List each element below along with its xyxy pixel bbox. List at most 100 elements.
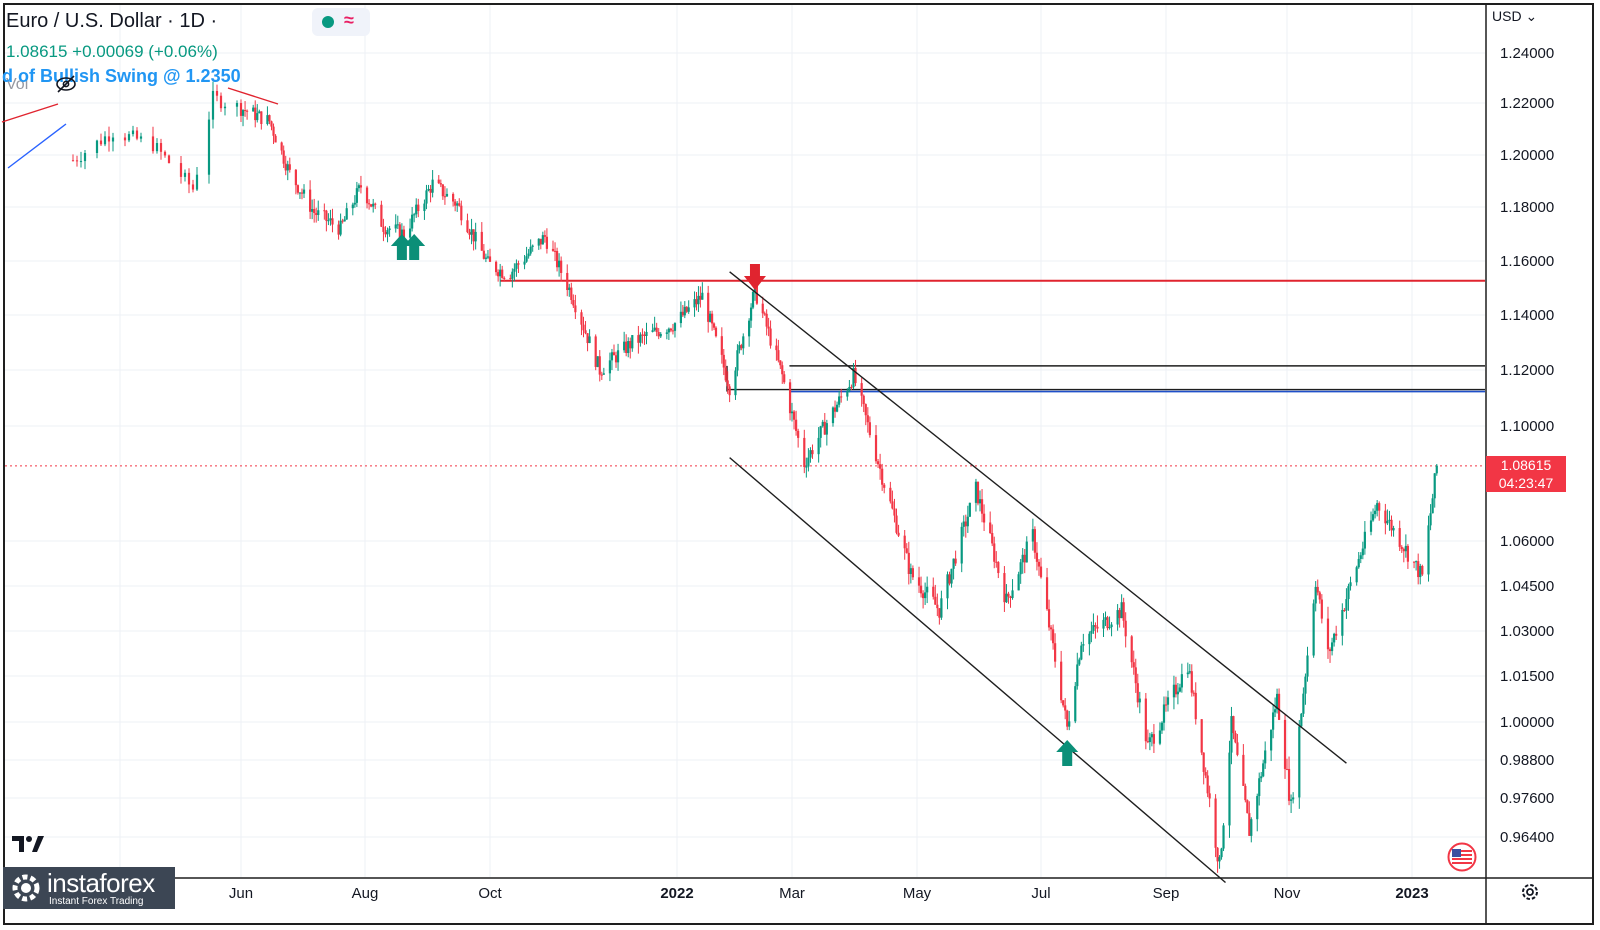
candle-body [1021,554,1024,563]
price-tick-label: 1.01500 [1500,668,1554,685]
gear-icon[interactable] [1518,880,1542,904]
candle-body [1242,754,1245,786]
candle-body [1374,510,1377,515]
chevron-down-icon: ⌄ [1525,8,1538,24]
candle-body [1392,528,1395,531]
market-status-pill[interactable]: ≈ [312,8,370,36]
candle-body [740,345,743,349]
volume-legend-label[interactable]: Vol [6,76,29,93]
tradingview-logo-icon[interactable] [10,832,46,856]
candle-body [765,313,768,327]
candle-body [394,224,397,229]
candle-body [456,203,459,206]
candle-body [722,354,725,368]
candle-body [159,143,163,152]
candle-body [685,306,688,312]
candle-body [468,232,471,235]
candle-body [1384,510,1387,524]
candle-body [1080,645,1083,660]
candle-body [1347,586,1350,600]
candle-body [582,324,585,331]
candle-body [602,373,605,375]
currency-selector[interactable]: USD ⌄ [1492,8,1537,25]
candle-body [355,188,358,203]
candle-body [1236,742,1239,755]
candle-body [1076,664,1079,687]
candle-body [838,396,841,405]
indicator-legend-label[interactable]: d of Bullish Swing @ 1.2350 [2,66,241,86]
candle-body [441,184,444,197]
eye-off-icon[interactable] [54,74,78,94]
candle-body [1435,465,1438,474]
candle-body [515,263,518,269]
candle-body [167,155,171,164]
candle-body [1017,574,1020,591]
candle-body [570,287,573,301]
candle-body [1120,602,1123,619]
candle-body [1429,513,1432,526]
candle-body [266,115,269,125]
candle-body [1292,797,1295,800]
candle-body [598,356,601,375]
candle-body [452,193,455,202]
candle-body [1180,674,1183,688]
candle-body [260,111,263,125]
candle-body [531,245,534,247]
candle-body [788,382,792,414]
candle-body [1431,498,1434,514]
candle-body [964,521,967,527]
time-tick-label: Oct [478,885,502,902]
candle-body [443,196,447,198]
candle-body [341,220,344,222]
candle-body [460,205,463,221]
candle-body [726,380,729,387]
candle-body [558,260,561,268]
candle-body [846,390,849,397]
candle-body [425,190,428,204]
candle-body [1333,633,1336,643]
buy-arrow-icon [1056,740,1079,766]
instaforex-watermark: instaforex Instant Forex Trading [3,867,175,909]
candle-body [1054,643,1057,662]
candle-body [1146,741,1149,743]
candle-body [1390,519,1393,531]
candle-body [934,596,937,605]
price-tick-label: 1.06000 [1500,533,1554,550]
candle-body [1273,709,1277,713]
candle-body [1326,618,1330,650]
candle-body [989,522,992,533]
candle-body [309,189,312,212]
candle-body [874,435,878,462]
candle-body [300,192,304,194]
candle-body [245,110,249,112]
candle-body [474,231,477,242]
candle-body [258,111,261,114]
candle-body [1158,730,1162,744]
candle-body [1412,561,1416,563]
candle-body [724,367,727,381]
candle-body [701,292,704,300]
candle-body [374,203,377,205]
candle-body [71,160,75,162]
candle-body [127,134,131,141]
candle-body [398,224,401,240]
trendline-red [227,87,279,105]
candle-body [907,552,910,575]
bar-close-countdown: 04:23:47 [1498,475,1554,491]
candle-body [353,202,356,205]
candle-body [472,229,475,242]
candle-body [779,360,782,366]
candle-body [1361,548,1364,556]
symbol-title[interactable]: Euro / U.S. Dollar · 1D · [6,10,218,32]
candle-body [645,331,648,336]
time-tick-label: Sep [1153,885,1180,902]
candle-body [659,333,662,337]
candle-body [1419,565,1422,578]
candle-body [864,404,867,416]
candle-body [936,604,939,609]
candle-body [1402,549,1405,552]
candle-body [926,586,929,593]
candle-body [541,235,544,245]
candle-body [357,185,361,189]
